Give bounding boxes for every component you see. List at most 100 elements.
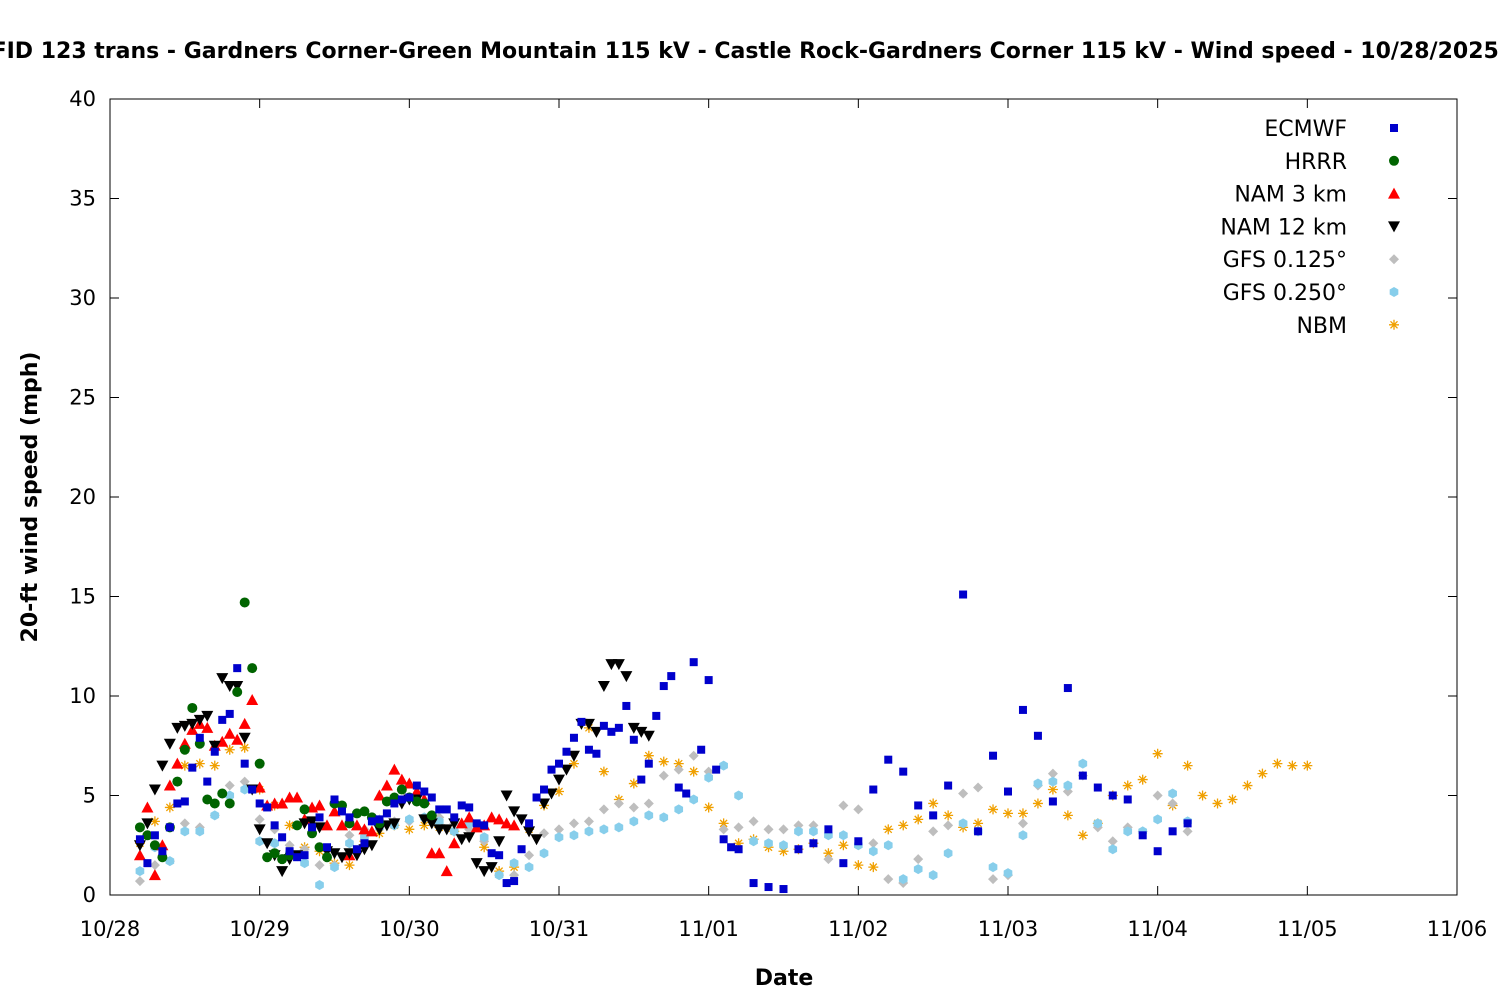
data-point — [455, 817, 468, 829]
data-point — [172, 776, 183, 787]
data-point — [599, 721, 608, 730]
data-point — [164, 802, 175, 813]
data-point — [262, 852, 273, 863]
data-point — [839, 830, 848, 841]
data-point — [688, 750, 699, 761]
data-point — [635, 726, 648, 738]
data-point — [1227, 794, 1238, 805]
data-point — [143, 859, 152, 868]
data-point — [270, 821, 279, 830]
data-point — [298, 818, 311, 830]
data-point — [165, 856, 175, 867]
data-point — [778, 846, 789, 857]
data-point — [238, 732, 251, 744]
data-point — [727, 843, 736, 852]
data-point — [284, 820, 295, 831]
data-point — [539, 848, 549, 859]
data-point — [180, 826, 190, 837]
x-tick-label: 11/06 — [1427, 917, 1488, 941]
data-point — [195, 733, 204, 742]
data-point — [335, 852, 348, 864]
data-point — [1168, 827, 1177, 836]
data-point — [328, 805, 341, 817]
data-point — [502, 879, 511, 888]
data-point — [323, 843, 332, 852]
legend-marker — [1390, 124, 1398, 132]
data-points — [133, 590, 1313, 894]
series-hrrr — [134, 597, 437, 865]
data-point — [884, 755, 893, 764]
data-point — [973, 782, 984, 793]
data-point — [246, 693, 259, 705]
data-point — [405, 814, 414, 825]
data-point — [612, 659, 625, 671]
data-point — [314, 842, 325, 853]
data-point — [380, 779, 393, 791]
data-point — [388, 763, 401, 775]
data-point — [255, 836, 264, 847]
data-point — [644, 759, 653, 768]
data-point — [898, 820, 909, 831]
data-point — [1047, 784, 1058, 795]
data-point — [493, 836, 506, 848]
data-point — [1257, 768, 1268, 779]
data-point — [1123, 826, 1133, 837]
data-point — [508, 819, 521, 831]
data-point — [232, 687, 243, 698]
data-point — [525, 819, 534, 828]
data-point — [238, 717, 251, 729]
data-point — [943, 848, 953, 859]
data-point — [253, 824, 266, 836]
x-tick-label: 11/01 — [678, 917, 739, 941]
data-point — [225, 709, 234, 718]
data-point — [718, 824, 729, 835]
y-tick-label: 30 — [69, 286, 96, 310]
data-point — [703, 802, 714, 813]
data-point — [330, 862, 339, 873]
data-point — [216, 735, 229, 747]
data-point — [201, 710, 214, 722]
legend-marker — [1388, 221, 1400, 233]
data-point — [179, 744, 190, 755]
y-axis-label: 20-ft wind speed (mph) — [18, 352, 43, 643]
data-point — [794, 845, 803, 854]
data-point — [883, 874, 894, 885]
data-point — [688, 766, 699, 777]
data-point — [449, 826, 459, 837]
data-point — [567, 750, 580, 762]
y-tick-label: 20 — [69, 485, 96, 509]
data-point — [313, 799, 326, 811]
data-point — [133, 849, 146, 861]
data-point — [180, 797, 189, 806]
legend-label: NAM 3 km — [1234, 183, 1347, 208]
data-point — [1077, 830, 1088, 841]
data-point — [208, 740, 221, 752]
data-point — [853, 860, 864, 871]
data-point — [412, 781, 421, 790]
data-point — [554, 832, 564, 843]
data-point — [209, 798, 220, 809]
data-point — [682, 789, 691, 798]
data-point — [659, 812, 669, 823]
data-point — [314, 860, 325, 871]
data-point — [479, 832, 489, 843]
data-point — [719, 760, 728, 771]
data-point — [433, 847, 446, 859]
data-point — [479, 842, 490, 853]
data-point — [337, 807, 346, 816]
data-point — [500, 817, 513, 829]
data-point — [898, 874, 908, 885]
data-point — [359, 806, 370, 817]
data-point — [365, 840, 378, 852]
data-point — [658, 756, 669, 767]
data-point — [868, 838, 879, 849]
data-point — [493, 813, 506, 825]
data-point — [186, 718, 199, 730]
data-point — [1017, 818, 1028, 829]
data-point — [224, 744, 235, 755]
legend-label: NAM 12 km — [1220, 215, 1347, 240]
data-point — [1182, 826, 1193, 837]
data-point — [195, 826, 205, 837]
data-point — [929, 811, 938, 820]
